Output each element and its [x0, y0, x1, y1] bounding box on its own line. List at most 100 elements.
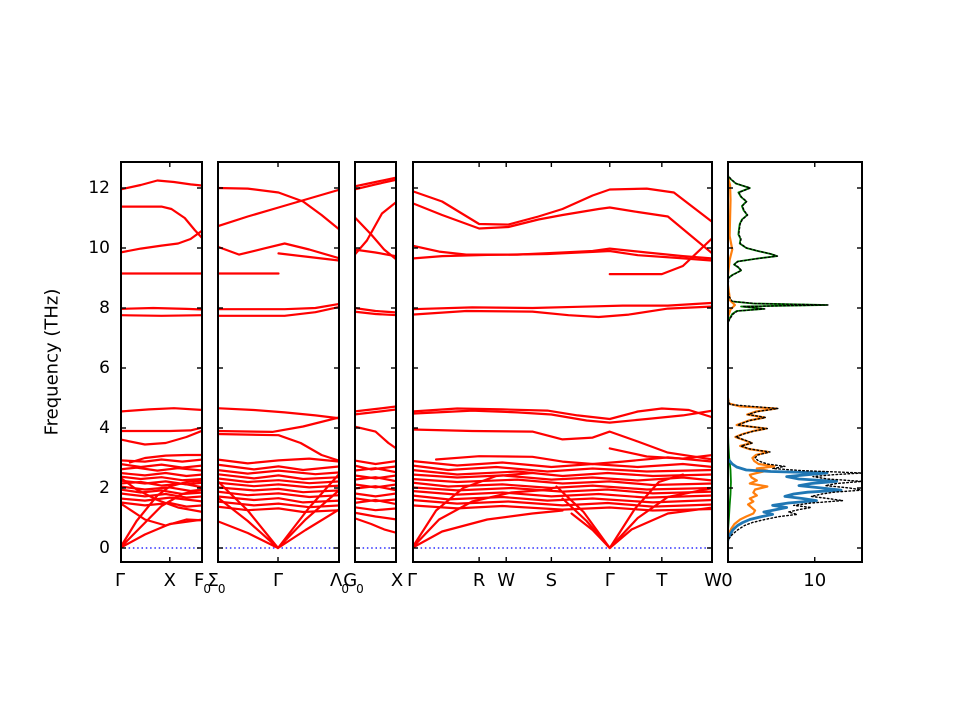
phonon-band-line [120, 471, 203, 478]
phonon-band-line [120, 426, 203, 433]
phonon-band-line [434, 455, 713, 466]
phonon-band-line [217, 188, 340, 228]
phonon-band-line [412, 305, 713, 319]
phonon-band-line [561, 486, 713, 550]
y-tick-label: 12 [88, 178, 110, 198]
phonon-band-line [120, 458, 203, 463]
phonon-band-line [217, 416, 340, 433]
phonon-band-line [354, 310, 397, 317]
phonon-band-line [120, 476, 203, 514]
phonon-band-line [412, 488, 553, 550]
phonon-band-line [354, 178, 397, 191]
phonon-band-line [217, 302, 340, 311]
phonon-band-line [120, 429, 203, 446]
phonon-band-line [120, 314, 203, 317]
x-tick-label: Λ0 [330, 570, 349, 596]
x-tick-label: W [704, 570, 722, 591]
x-tick-label: W [497, 570, 516, 591]
phonon-band-line [354, 425, 397, 451]
panel-frame [120, 161, 203, 563]
phonon-band-line [412, 249, 713, 262]
phonon-band-line [354, 511, 397, 521]
dos-partial-blue [727, 457, 843, 545]
phonon-band-line [120, 501, 203, 508]
phonon-band-line [354, 467, 397, 474]
phonon-band-line [120, 475, 203, 482]
phonon-band-line [354, 408, 397, 416]
x-tick-label: R [472, 570, 486, 591]
phonon-band-line [412, 471, 534, 550]
phonon-band-line [217, 463, 340, 472]
phonon-band-line [412, 407, 713, 421]
phonon-band-line [217, 457, 340, 465]
phonon-band-line [217, 242, 340, 260]
phonon-band-line [217, 305, 340, 317]
phonon-band-line [354, 498, 397, 506]
y-tick-label: 8 [99, 298, 110, 318]
y-tick-label: 0 [99, 538, 110, 558]
phonon-band-line [217, 481, 340, 489]
dos-total-black-dotted [727, 173, 863, 545]
phonon-band-line [555, 473, 684, 550]
phonon-band-line [354, 405, 397, 413]
panel-frame [412, 161, 713, 563]
phonon-band-line [412, 201, 713, 256]
phonon-band-line [120, 492, 203, 499]
panel-frame [354, 161, 397, 563]
x-tick-label: Γ [114, 570, 126, 591]
y-tick-label: 2 [99, 478, 110, 498]
phonon-band-line [354, 506, 397, 512]
dos-partial-green [727, 174, 828, 546]
phonon-band-line [412, 481, 713, 491]
band-panel-sigma0-gamma-lambda0 [217, 161, 340, 563]
phonon-band-line [354, 474, 397, 480]
phonon-band-line [277, 252, 340, 262]
phonon-band-line [608, 236, 713, 276]
phonon-band-line [412, 477, 713, 487]
x-tick-label: T [656, 570, 668, 591]
phonon-band-line [217, 473, 340, 481]
phonon-band-line [354, 306, 397, 314]
phonon-band-line [354, 483, 397, 489]
dos-panel [727, 161, 863, 563]
band-panel-g0-x [354, 161, 397, 563]
phonon-band-line [120, 518, 203, 550]
band-panel-gamma-x-f0 [120, 161, 203, 563]
phonon-band-line [354, 248, 397, 258]
phonon-band-line [354, 476, 397, 483]
phonon-band-line [217, 186, 340, 232]
phonon-band-line [217, 432, 340, 463]
x-tick-label: Σ0 [207, 570, 226, 596]
phonon-band-line [120, 462, 203, 469]
phonon-band-line [120, 306, 203, 311]
band-panel-gamma-r-w-s-gamma-t-w [412, 161, 713, 563]
x-tick-label: X [390, 570, 404, 591]
phonon-band-line [120, 407, 203, 413]
phonon-band-line [412, 409, 713, 424]
phonon-band-line [354, 492, 397, 498]
x-tick-label: F0 [194, 570, 211, 596]
phonon-band-line [120, 179, 203, 191]
phonon-band-line [217, 407, 340, 420]
x-tick-label: 10 [803, 570, 827, 591]
phonon-band-line [412, 459, 713, 469]
x-tick-label: Γ [604, 570, 615, 591]
x-tick-label: Γ [272, 570, 284, 591]
phonon-band-line [354, 176, 397, 188]
x-tick-label: X [163, 570, 176, 591]
phonon-band-line [412, 468, 713, 478]
phonon-band-line [217, 468, 340, 476]
phonon-band-line [412, 509, 564, 550]
phonon-band-line [570, 506, 713, 550]
phonon-band-line [412, 187, 713, 226]
phonon-band-line [354, 200, 397, 257]
phonon-band-line [128, 453, 203, 464]
y-tick-label: 4 [99, 418, 110, 438]
phonon-band-line [354, 497, 397, 503]
y-tick-label: 6 [99, 358, 110, 378]
x-tick-label: Γ [406, 570, 418, 591]
dos-partial-orange [727, 174, 778, 545]
phonon-band-line [217, 507, 340, 550]
x-tick-label: S [545, 570, 558, 591]
